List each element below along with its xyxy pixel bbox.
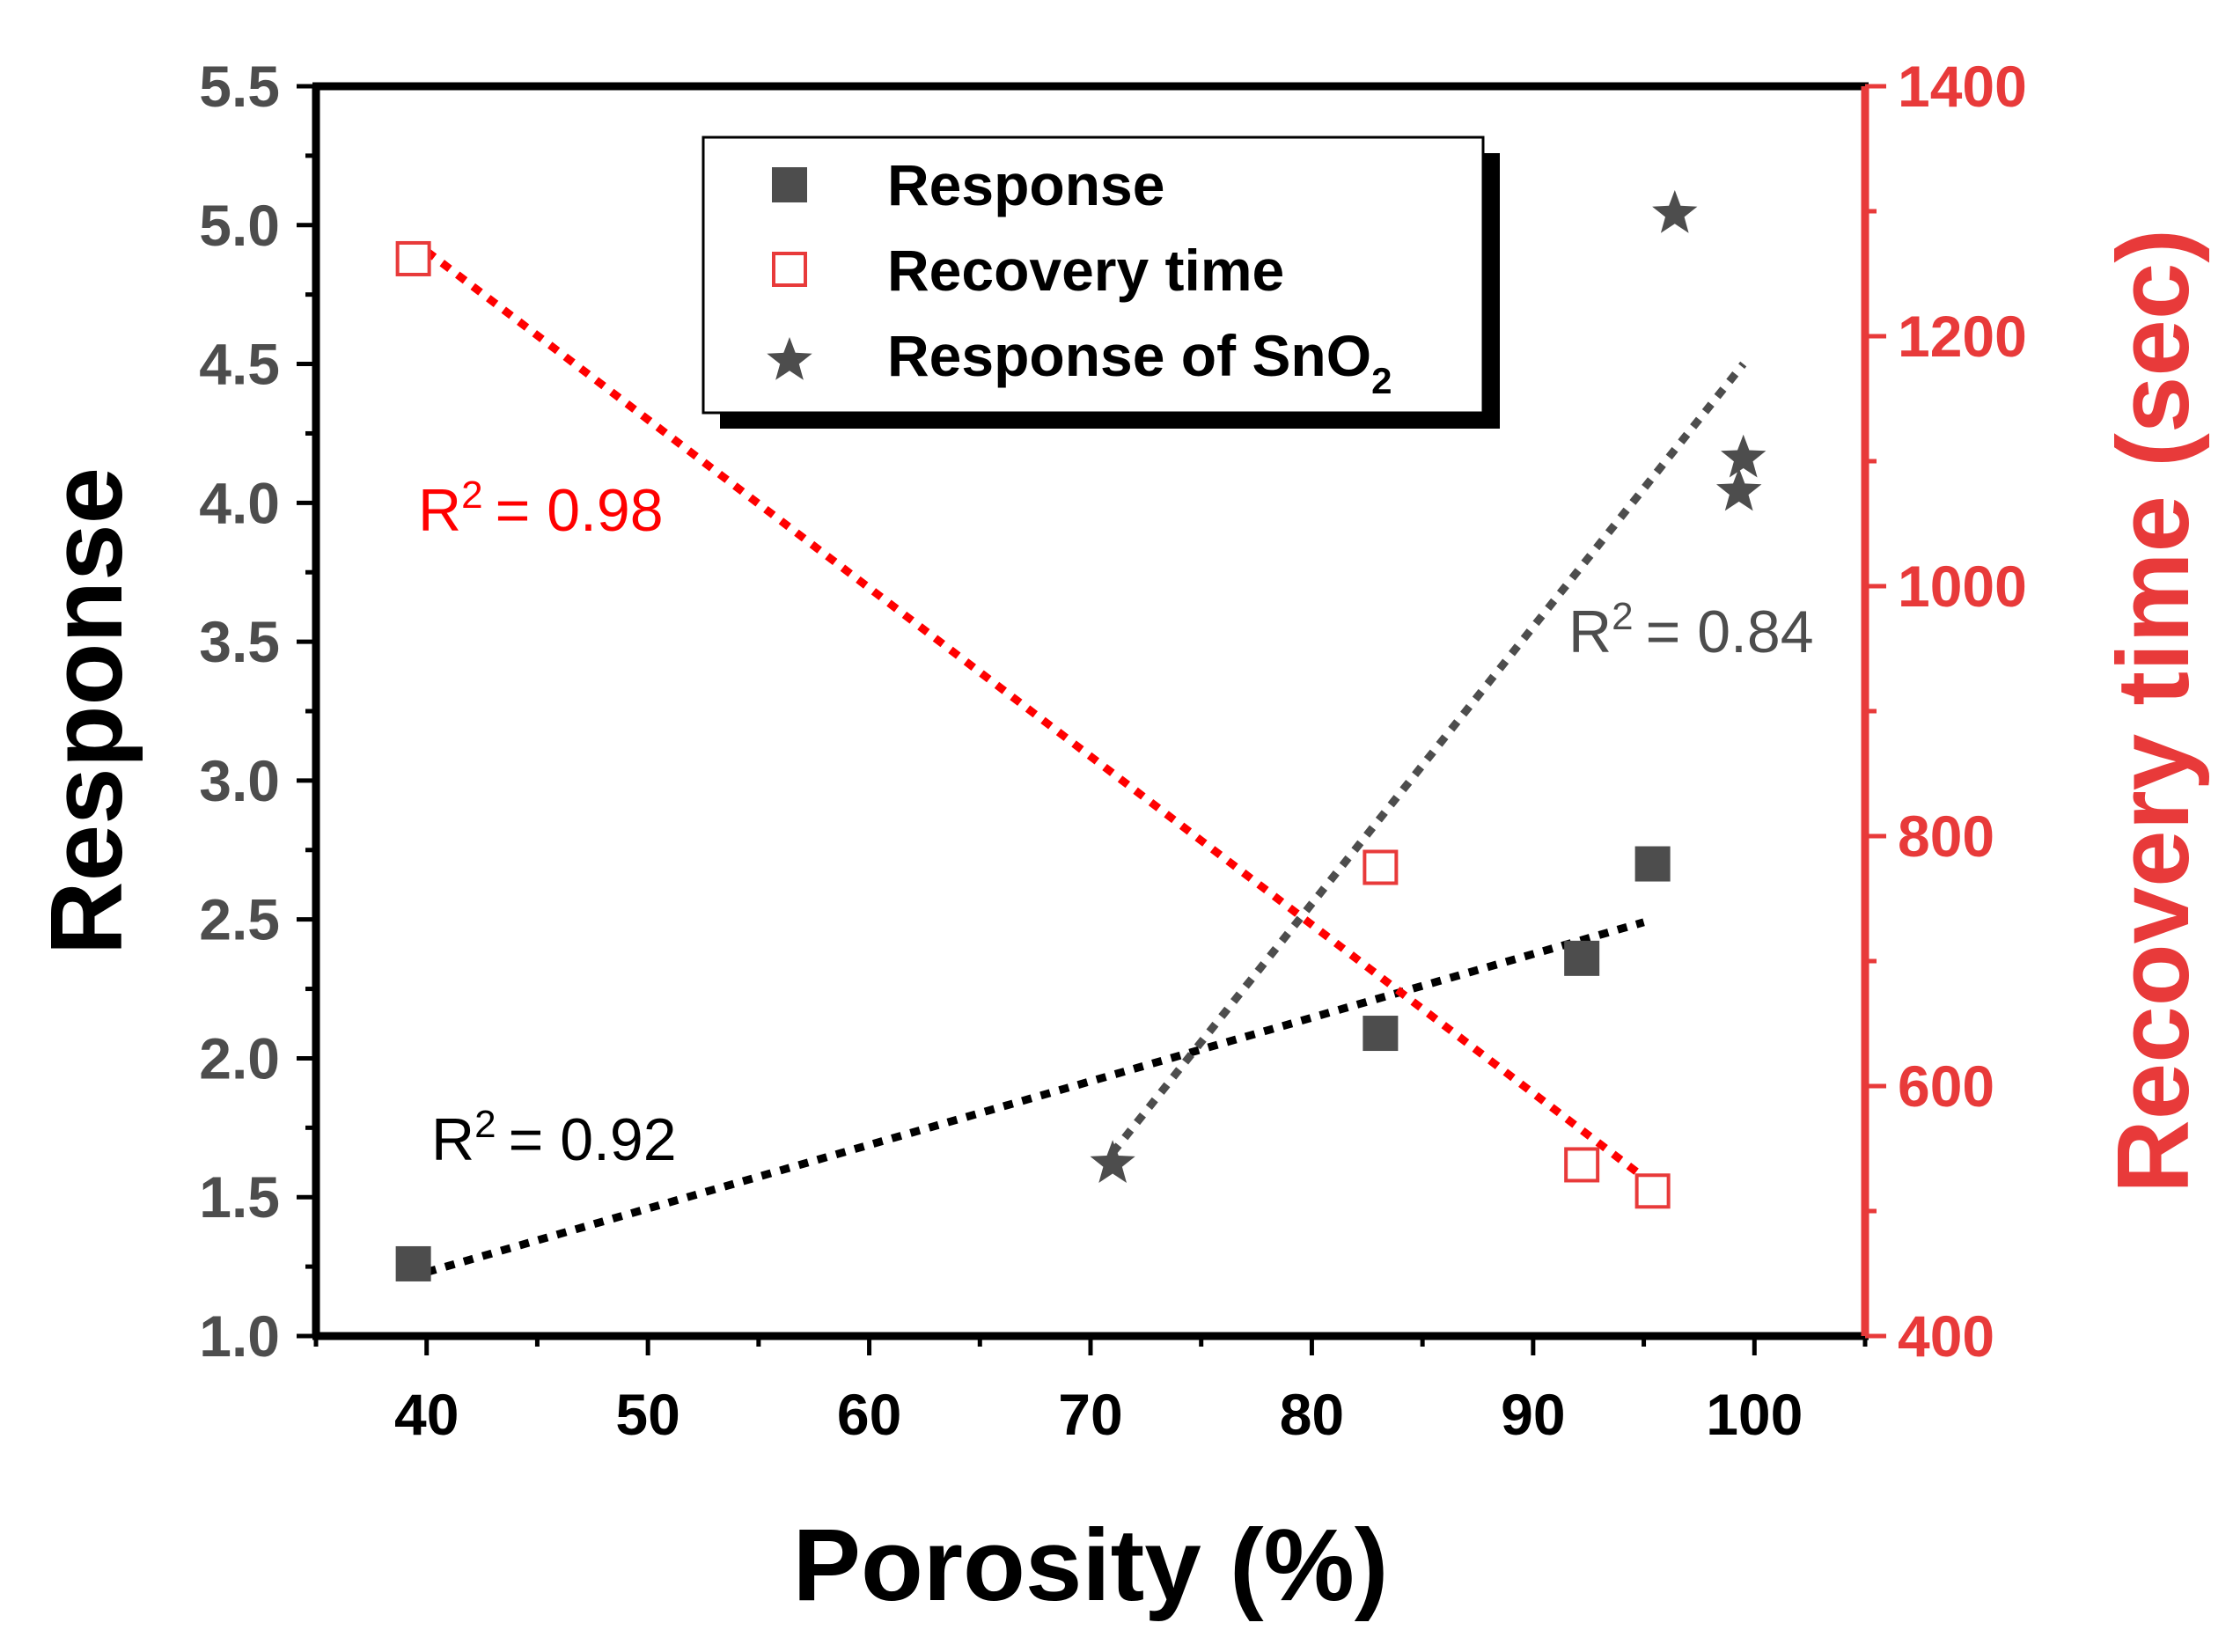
r2-superscript: 2 [461, 474, 482, 517]
x-tick-label: 80 [1280, 1382, 1344, 1447]
legend-label-response: Response [887, 152, 1164, 217]
y2-tick-label: 800 [1898, 804, 1994, 869]
y2-axis-title: Recovery time (sec) [2096, 229, 2210, 1193]
y-tick-label: 5.5 [199, 54, 280, 119]
legend-marker-recovery [772, 252, 807, 287]
recovery-time-point [1564, 1147, 1600, 1183]
y2-tick-label: 1200 [1898, 304, 2027, 369]
legend-box [701, 136, 1485, 415]
r2-annotation-response: R2 = 0.92 [431, 1103, 677, 1173]
legend-marker-response [772, 167, 807, 202]
r2-superscript: 2 [1612, 595, 1633, 638]
r2-r-symbol: R [418, 477, 461, 544]
legend-label-sno2: Response of SnO2 [887, 323, 1392, 401]
y-tick-label: 4.5 [199, 332, 280, 397]
y2-tick-label: 1400 [1898, 54, 2027, 119]
y-tick-label: 3.5 [199, 609, 280, 674]
legend-label-recovery: Recovery time [887, 238, 1284, 303]
fit-lines [423, 247, 1747, 1276]
x-tick-label: 100 [1706, 1382, 1803, 1447]
x-tick-label: 90 [1501, 1382, 1565, 1447]
r2-annotation-sno2: R2 = 0.84 [1568, 595, 1814, 665]
sno2-response-point [1716, 467, 1762, 511]
y-tick-label: 2.0 [199, 1025, 280, 1090]
recovery-time-point [1363, 849, 1399, 885]
r2-annotation-recovery: R2 = 0.98 [418, 474, 664, 544]
fit-line-recovery [423, 247, 1647, 1181]
y-tick-label: 5.0 [199, 193, 280, 258]
x-tick-label: 40 [394, 1382, 459, 1447]
legend: Response Recovery time Response of SnO2 [701, 136, 1500, 429]
response-point [1564, 940, 1600, 976]
r2-superscript: 2 [474, 1103, 496, 1146]
x-tick-label: 50 [615, 1382, 679, 1447]
x-axis-title: Porosity (%) [793, 1508, 1389, 1622]
data-markers [395, 190, 1767, 1281]
r2-r-symbol: R [1568, 598, 1612, 665]
legend-label-sno2-subscript: 2 [1371, 360, 1392, 401]
sno2-response-point [1090, 1140, 1135, 1183]
y-tick-label: 1.0 [199, 1303, 280, 1369]
response-point [395, 1245, 431, 1281]
ticks [297, 84, 1886, 1355]
r2-value: = 0.84 [1646, 598, 1814, 665]
x-tick-label: 70 [1058, 1382, 1122, 1447]
recovery-time-point [395, 240, 431, 276]
response-point [1363, 1016, 1399, 1052]
sno2-response-point [1652, 190, 1698, 233]
recovery-time-point [1634, 1173, 1671, 1209]
y-tick-label: 3.0 [199, 748, 280, 813]
y-tick-label: 1.5 [199, 1164, 280, 1230]
r2-value: = 0.98 [496, 477, 664, 544]
y2-tick-label: 600 [1898, 1054, 1994, 1119]
legend-label-sno2-text: Response of SnO [887, 323, 1371, 388]
legend-marker-sno2 [767, 337, 812, 380]
x-tick-label: 60 [837, 1382, 901, 1447]
r2-value: = 0.92 [509, 1106, 677, 1173]
y2-tick-label: 1000 [1898, 554, 2027, 619]
sno2-response-point [1721, 434, 1767, 478]
tick-labels: 40 50 60 70 80 90 100 1.0 1.5 2.0 2.5 3.0 3.5 4.0 4.5 5… [199, 54, 2027, 1447]
y-tick-label: 2.5 [199, 887, 280, 952]
fit-line-sno2 [1109, 361, 1747, 1156]
r2-r-symbol: R [431, 1106, 474, 1173]
response-point [1634, 846, 1671, 882]
y-axis-title: Response [29, 467, 143, 955]
y-tick-label: 4.0 [199, 470, 280, 535]
y2-tick-label: 400 [1898, 1303, 1994, 1369]
